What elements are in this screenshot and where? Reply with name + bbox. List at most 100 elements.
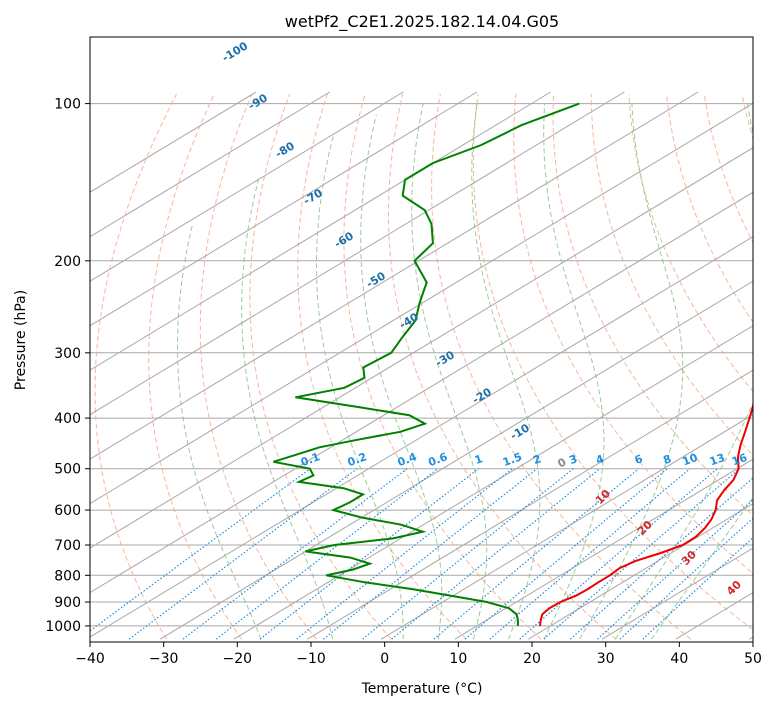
- mixing-ratio-label: 3: [567, 452, 579, 467]
- y-tick-label: 900: [54, 595, 81, 611]
- y-axis-label: Pressure (hPa): [13, 290, 29, 390]
- y-tick-label: 600: [54, 503, 81, 519]
- mixing-ratio-line: [597, 498, 753, 640]
- y-axis: 100 200 300 400 500 600 700 800 900 1000: [45, 97, 90, 635]
- plot-frame: [89, 36, 754, 643]
- dry-adiabat: [666, 93, 753, 323]
- moist-adiabat-label: 40: [724, 578, 744, 598]
- mixing-ratio-line: [323, 468, 538, 640]
- y-tick-label: 1000: [45, 619, 81, 635]
- mixing-ratio-line: [433, 468, 640, 640]
- temperature-profile: [539, 402, 753, 627]
- moist-adiabat: [650, 496, 753, 640]
- x-tick-label: 40: [670, 651, 688, 667]
- mixing-ratio-label: 0.1: [299, 450, 322, 469]
- x-tick-label: −10: [296, 651, 326, 667]
- mixing-ratio-label: 8: [661, 452, 673, 467]
- isotherm: [90, 91, 257, 193]
- mixing-ratio-label: 1: [473, 452, 485, 467]
- mixing-ratio-line: [642, 536, 753, 640]
- moist-adiabat-label: 20: [635, 518, 655, 538]
- dry-adiabat: [552, 93, 753, 517]
- x-tick-label: −40: [75, 651, 105, 667]
- mixing-ratio-line: [464, 468, 668, 640]
- isotherm: [90, 91, 404, 282]
- isotherm: [90, 91, 625, 416]
- mixing-ratio-line: [90, 468, 311, 632]
- mixing-ratio-line: [619, 517, 753, 640]
- x-tick-label: −30: [149, 651, 179, 667]
- dewpoint-profile: [273, 102, 580, 626]
- x-tick-label: 50: [744, 651, 762, 667]
- x-axis-label: Temperature (°C): [361, 681, 483, 697]
- isotherm: [307, 369, 753, 640]
- dry-adiabat: [431, 93, 692, 640]
- moist-adiabat: [471, 103, 541, 640]
- dry-adiabat: [513, 93, 753, 574]
- mixing-ratio-line: [489, 468, 691, 640]
- mixing-ratio-label: 4: [594, 452, 606, 467]
- mixing-ratio-label: 0.2: [346, 450, 369, 469]
- dry-adiabat: [388, 93, 617, 640]
- x-tick-label: 30: [597, 651, 615, 667]
- moist-adiabat: [614, 103, 753, 640]
- isotherm-label: -20: [470, 385, 494, 407]
- isotherm: [90, 236, 753, 638]
- dry-adiabat: [343, 93, 542, 640]
- plot-labels: -100-90-80-70-60-50-40-30-20-10010203040…: [220, 39, 749, 598]
- isotherm-label: -80: [273, 139, 297, 161]
- isotherm: [159, 280, 753, 640]
- moist-adiabat-label: 30: [679, 548, 699, 568]
- mixing-ratio-label: 16: [730, 451, 749, 469]
- x-tick-label: −20: [223, 651, 253, 667]
- mixing-ratio-line: [519, 468, 718, 640]
- plot-area: [90, 91, 753, 640]
- dry-adiabat: [94, 93, 177, 640]
- moist-adiabat: [543, 103, 605, 640]
- mixing-ratio-line: [128, 468, 358, 640]
- isotherm: [90, 102, 753, 505]
- x-tick-label: 0: [380, 651, 389, 667]
- mixing-ratio-label: 2: [531, 452, 543, 467]
- y-tick-label: 200: [54, 254, 81, 270]
- dry-adiabat: [472, 93, 753, 631]
- isotherm: [90, 91, 478, 327]
- moist-adiabat: [360, 114, 443, 640]
- isotherm: [380, 414, 753, 640]
- dry-adiabat: [148, 93, 242, 640]
- x-tick-label: 10: [449, 651, 467, 667]
- y-tick-label: 700: [54, 538, 81, 554]
- isotherm-label: -60: [332, 229, 356, 251]
- mixing-ratio-label: 13: [708, 451, 727, 468]
- mixing-ratio-label: 0.4: [396, 450, 419, 469]
- isotherm: [90, 91, 551, 371]
- dry-adiabat: [703, 93, 753, 244]
- isotherm: [90, 191, 753, 594]
- chart-title: wetPf2_C2E1.2025.182.14.04.G05: [285, 12, 559, 32]
- mixing-ratio-label: 6: [633, 452, 645, 467]
- isotherm: [454, 458, 753, 640]
- x-tick-label: 20: [523, 651, 541, 667]
- mixing-ratio-label: 0.6: [427, 450, 450, 469]
- isotherm-label: -30: [433, 348, 457, 370]
- y-tick-label: 100: [54, 97, 81, 113]
- dry-adiabat: [590, 94, 753, 456]
- isotherm-label: -50: [364, 269, 388, 291]
- isotherm: [233, 325, 753, 640]
- mixing-ratio-line: [391, 468, 601, 640]
- isotherm: [90, 147, 753, 549]
- moist-adiabat: [241, 179, 334, 640]
- isotherm: [528, 503, 753, 640]
- mixing-ratio-label: 10: [681, 451, 700, 469]
- isotherm-label: -70: [301, 186, 325, 208]
- y-tick-label: 300: [54, 346, 81, 362]
- moist-adiabat: [411, 103, 488, 640]
- y-tick-label: 800: [54, 568, 81, 584]
- y-tick-label: 400: [54, 411, 81, 427]
- mixing-ratio-line: [362, 468, 574, 640]
- x-axis: −40 −30 −20 −10 0 10 20 30 40 50: [75, 642, 762, 667]
- moist-adiabat: [316, 135, 404, 640]
- isotherm: [90, 91, 699, 460]
- isotherm: [90, 91, 330, 238]
